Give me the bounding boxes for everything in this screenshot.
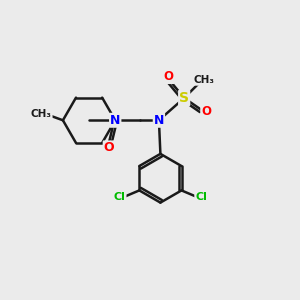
Text: N: N [154,114,164,127]
Text: CH₃: CH₃ [194,75,214,85]
Text: O: O [104,141,114,154]
Text: CH₃: CH₃ [31,109,52,119]
Text: O: O [201,105,211,118]
Text: S: S [179,91,189,105]
Text: Cl: Cl [195,192,207,202]
Text: Cl: Cl [114,192,126,202]
Text: O: O [164,70,174,83]
Text: N: N [110,114,120,127]
